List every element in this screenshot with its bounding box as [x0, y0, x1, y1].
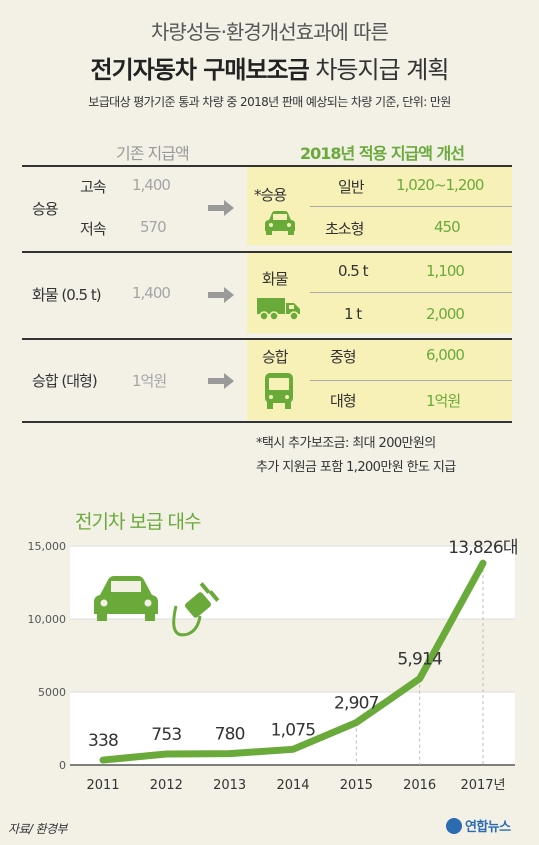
logo-mark-icon: [446, 818, 462, 834]
data-label: 780: [215, 725, 245, 745]
data-label: 753: [151, 725, 181, 745]
header-new: 2018년 적용 지급액 개선: [300, 144, 465, 163]
source-credit: 자료/ 환경부: [8, 822, 67, 836]
title-rest: 차등지급 계획: [308, 56, 449, 84]
new-amount: 1억원: [426, 392, 461, 410]
new-group-label: 승합: [262, 348, 289, 366]
data-label: 13,826대: [448, 538, 518, 558]
group-name: 승용: [32, 200, 59, 218]
y-tick-label: 0: [59, 759, 66, 772]
x-tick-label: 2017년: [460, 778, 505, 793]
new-group-label: 화물: [262, 270, 289, 288]
plug-icon: [172, 582, 220, 637]
y-tick-label: 10,000: [28, 613, 67, 626]
new-sub: 초소형: [325, 220, 364, 238]
new-sub: 일반: [338, 178, 365, 196]
new-amount: 6,000: [426, 346, 465, 364]
x-tick-label: 2014: [276, 778, 309, 793]
old-amount: 1,400: [132, 176, 171, 194]
arrow-right-icon: [208, 200, 234, 216]
logo-text: 연합뉴스: [465, 820, 511, 835]
divider-top: [22, 165, 512, 167]
new-sub: 중형: [330, 348, 357, 366]
x-tick-label: 2012: [150, 778, 183, 793]
car-icon: [94, 576, 158, 621]
subrow-divider-3: [310, 380, 512, 381]
divider-bottom: [22, 421, 512, 423]
new-sub: 대형: [330, 392, 357, 410]
divider-2: [22, 338, 512, 340]
series-line: [99, 559, 487, 764]
old-sub: 고속: [80, 178, 107, 196]
arrow-right-icon: [208, 373, 234, 389]
y-tick-label: 5000: [38, 686, 66, 699]
new-sub: 1 t: [344, 305, 362, 323]
subrow-divider-1: [310, 206, 512, 207]
new-sub: 0.5 t: [338, 262, 368, 280]
title-line2: 전기자동차 구매보조금 차등지급 계획: [0, 50, 539, 85]
new-amount: 2,000: [426, 305, 465, 323]
car-icon: [265, 211, 295, 235]
old-amount: 1,400: [132, 284, 171, 302]
new-amount: 1,020~1,200: [396, 176, 484, 194]
data-label: 1,075: [271, 720, 316, 740]
old-amount: 1억원: [132, 372, 167, 390]
line-chart: 0 5000 10,000 15,000 2011 2012 2013 2014 2015 20…: [28, 538, 519, 793]
group-name: 승합 (대형): [32, 372, 98, 390]
new-amount: 450: [434, 218, 461, 236]
old-sub: 저속: [80, 220, 107, 238]
title-bold: 전기자동차 구매보조금: [90, 56, 310, 84]
arrow-right-icon: [208, 287, 234, 303]
header-old: 기존 지급액: [116, 144, 190, 163]
x-tick-label: 2015: [340, 778, 373, 793]
taxi-note-line1: *택시 추가보조금: 최대 200만원의: [256, 436, 436, 451]
truck-icon: [257, 298, 300, 321]
taxi-note-line2: 추가 지원금 포함 1,200만원 한도 지급: [256, 460, 456, 475]
x-tick-label: 2016: [403, 778, 436, 793]
x-tick-label: 2013: [213, 778, 246, 793]
chart-title: 전기차 보급 대수: [75, 511, 201, 533]
bus-icon: [265, 373, 293, 409]
new-group-label: *승용: [254, 186, 287, 204]
data-label: 2,907: [334, 694, 379, 714]
divider-1: [22, 251, 512, 253]
y-tick-label: 15,000: [28, 540, 67, 553]
x-tick-label: 2011: [86, 778, 119, 793]
old-amount: 570: [140, 218, 167, 236]
data-label: 338: [88, 731, 118, 751]
subtitle: 보급대상 평가기준 통과 차량 중 2018년 판매 예상되는 차량 기준, 단…: [88, 95, 451, 109]
data-label: 5,914: [397, 650, 442, 670]
subrow-divider-2: [310, 292, 512, 293]
group-name: 화물 (0.5 t): [32, 286, 102, 304]
title-line1: 차량성능·환경개선효과에 따른: [151, 20, 389, 44]
yonhap-logo: 연합뉴스: [446, 816, 511, 835]
new-amount: 1,100: [426, 262, 465, 280]
